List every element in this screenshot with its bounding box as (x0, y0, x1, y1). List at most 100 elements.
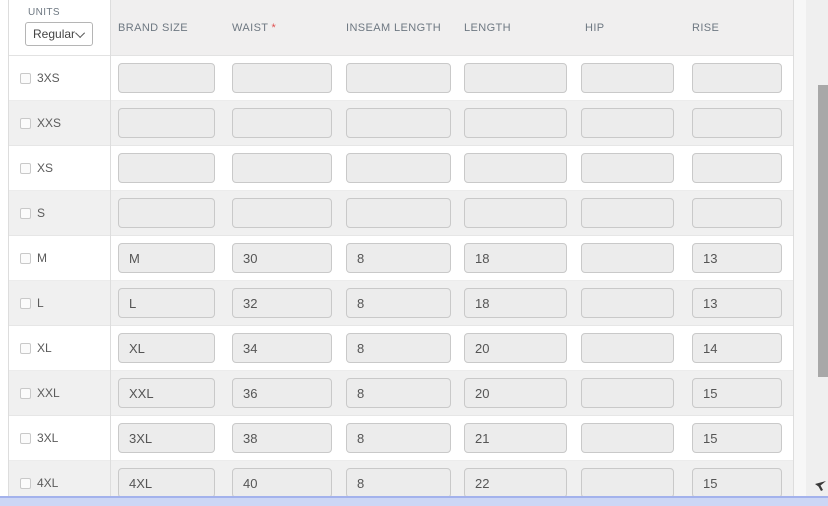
hip-input-m[interactable] (581, 243, 674, 273)
inseam-length-input-3xl[interactable] (346, 423, 451, 453)
length-input-xxl[interactable] (464, 378, 567, 408)
rise-input-4xl[interactable] (692, 468, 782, 498)
rise-input-3xl[interactable] (692, 423, 782, 453)
row-checkbox-m[interactable] (20, 252, 31, 264)
column-header-label: INSEAM LENGTH (346, 22, 442, 34)
brand-size-input-xs[interactable] (118, 153, 215, 183)
row-checkbox-xs[interactable] (20, 162, 31, 174)
row-checkbox-xxs[interactable] (20, 117, 31, 129)
size-row-xxl: XXL (9, 371, 793, 416)
row-checkbox-4xl[interactable] (20, 477, 31, 489)
brand-size-input-s[interactable] (118, 198, 215, 228)
table-right-border (793, 0, 794, 497)
horizontal-scrollbar[interactable] (0, 496, 828, 506)
row-checkbox-3xs[interactable] (20, 72, 31, 84)
waist-input-m[interactable] (232, 243, 332, 273)
waist-input-xl[interactable] (232, 333, 332, 363)
hip-input-xxl[interactable] (581, 378, 674, 408)
row-size-label: L (37, 296, 44, 310)
rise-input-xxs[interactable] (692, 108, 782, 138)
hip-input-3xs[interactable] (581, 63, 674, 93)
row-label-cell: XS (20, 146, 53, 190)
table-left-border (8, 0, 9, 497)
inseam-length-input-xxl[interactable] (346, 378, 451, 408)
row-label-cell: 3XS (20, 56, 60, 100)
brand-size-input-xl[interactable] (118, 333, 215, 363)
rise-input-xs[interactable] (692, 153, 782, 183)
units-label: UNITS (28, 7, 60, 18)
waist-input-s[interactable] (232, 198, 332, 228)
rise-input-s[interactable] (692, 198, 782, 228)
row-size-label: XS (37, 161, 54, 175)
hip-input-xl[interactable] (581, 333, 674, 363)
inseam-length-input-3xs[interactable] (346, 63, 451, 93)
row-size-label: 4XL (37, 476, 59, 490)
waist-input-xs[interactable] (232, 153, 332, 183)
row-label-cell: M (20, 236, 47, 280)
hip-input-3xl[interactable] (581, 423, 674, 453)
waist-input-3xs[interactable] (232, 63, 332, 93)
chevron-down-icon (75, 27, 86, 38)
length-input-xxs[interactable] (464, 108, 567, 138)
row-checkbox-xl[interactable] (20, 342, 31, 354)
length-input-xs[interactable] (464, 153, 567, 183)
units-select[interactable]: Regular (25, 22, 93, 46)
size-row-3xl: 3XL (9, 416, 793, 461)
rise-input-xl[interactable] (692, 333, 782, 363)
brand-size-input-xxs[interactable] (118, 108, 215, 138)
row-size-label: M (37, 251, 47, 265)
waist-input-xxl[interactable] (232, 378, 332, 408)
hip-input-s[interactable] (581, 198, 674, 228)
size-rows: 3XS XXS XS S M L XL XXL 3XL 4XL (9, 56, 793, 506)
rise-input-l[interactable] (692, 288, 782, 318)
length-input-s[interactable] (464, 198, 567, 228)
column-header-label: HIP (585, 22, 605, 34)
row-checkbox-xxl[interactable] (20, 387, 31, 399)
size-row-xs: XS (9, 146, 793, 191)
column-header-waist: WAIST * (232, 0, 276, 56)
row-size-label: 3XS (37, 71, 60, 85)
row-checkbox-3xl[interactable] (20, 432, 31, 444)
inseam-length-input-xxs[interactable] (346, 108, 451, 138)
length-input-xl[interactable] (464, 333, 567, 363)
hip-input-xs[interactable] (581, 153, 674, 183)
column-header-brand-size: BRAND SIZE (118, 0, 188, 56)
rise-input-m[interactable] (692, 243, 782, 273)
row-checkbox-l[interactable] (20, 297, 31, 309)
brand-size-input-xxl[interactable] (118, 378, 215, 408)
row-size-label: XXL (37, 386, 60, 400)
hip-input-4xl[interactable] (581, 468, 674, 498)
row-label-cell: XL (20, 326, 52, 370)
brand-size-input-3xl[interactable] (118, 423, 215, 453)
hip-input-l[interactable] (581, 288, 674, 318)
brand-size-input-l[interactable] (118, 288, 215, 318)
brand-size-input-4xl[interactable] (118, 468, 215, 498)
header-units-cell: UNITS Regular (9, 0, 110, 56)
vertical-scrollbar-thumb[interactable] (818, 85, 828, 377)
length-input-3xl[interactable] (464, 423, 567, 453)
inseam-length-input-xl[interactable] (346, 333, 451, 363)
waist-input-3xl[interactable] (232, 423, 332, 453)
hip-input-xxs[interactable] (581, 108, 674, 138)
required-asterisk: * (271, 22, 277, 34)
length-input-m[interactable] (464, 243, 567, 273)
brand-size-input-m[interactable] (118, 243, 215, 273)
waist-input-4xl[interactable] (232, 468, 332, 498)
length-input-l[interactable] (464, 288, 567, 318)
row-size-label: 3XL (37, 431, 59, 445)
column-header-label: RISE (692, 22, 720, 34)
inseam-length-input-s[interactable] (346, 198, 451, 228)
row-checkbox-s[interactable] (20, 207, 31, 219)
rise-input-xxl[interactable] (692, 378, 782, 408)
brand-size-input-3xs[interactable] (118, 63, 215, 93)
length-input-3xs[interactable] (464, 63, 567, 93)
rise-input-3xs[interactable] (692, 63, 782, 93)
inseam-length-input-xs[interactable] (346, 153, 451, 183)
inseam-length-input-l[interactable] (346, 288, 451, 318)
inseam-length-input-4xl[interactable] (346, 468, 451, 498)
waist-input-l[interactable] (232, 288, 332, 318)
inseam-length-input-m[interactable] (346, 243, 451, 273)
waist-input-xxs[interactable] (232, 108, 332, 138)
length-input-4xl[interactable] (464, 468, 567, 498)
size-row-xl: XL (9, 326, 793, 371)
